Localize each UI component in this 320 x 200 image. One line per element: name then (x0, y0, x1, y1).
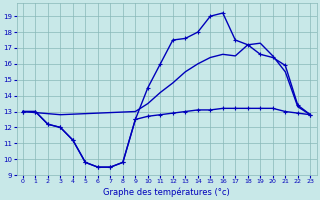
X-axis label: Graphe des températures (°c): Graphe des températures (°c) (103, 187, 230, 197)
